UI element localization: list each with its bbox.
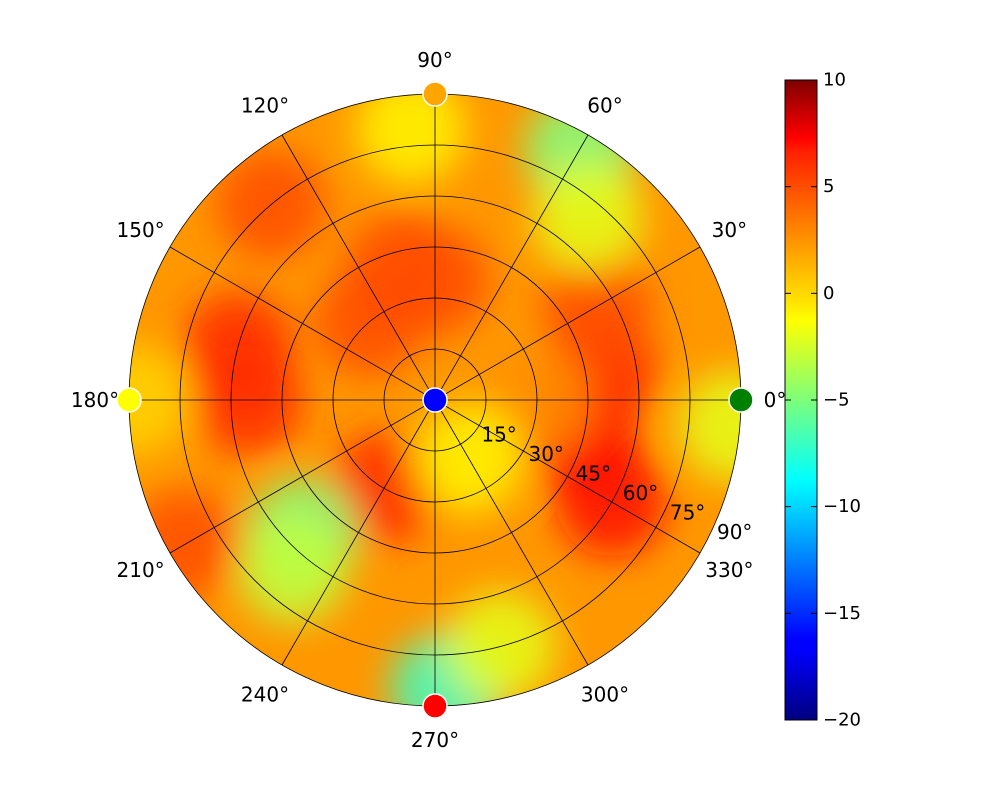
theta-tick-label: 240° (241, 682, 289, 706)
theta-tick-label: 90° (417, 48, 452, 72)
theta-grid-line (169, 399, 436, 554)
theta-tick-labels: 0° 30° 60° 90° 120° 150° 180° 210° 240° 270° 300° 3… (71, 48, 786, 752)
theta-grid-line (434, 134, 589, 401)
theta-tick-label: 180° (71, 388, 119, 412)
theta-tick-label: 60° (587, 94, 622, 118)
heat-region (678, 371, 741, 482)
colorbar-tick-label: 0 (823, 283, 834, 304)
radial-tick-label: 15° (481, 423, 516, 447)
theta-grid-line (434, 246, 701, 401)
theta-grid-line (434, 399, 589, 666)
position-marker (422, 81, 448, 107)
colorbar-tick-label: 5 (823, 176, 834, 197)
position-marker (422, 693, 448, 719)
theta-tick-label: 30° (712, 218, 747, 242)
radial-tick-label: 45° (576, 462, 611, 486)
heat-region (356, 94, 467, 184)
theta-grid-line (281, 134, 436, 401)
theta-tick-label: 120° (241, 94, 289, 118)
colorbar-tick-label: −5 (823, 390, 850, 411)
theta-grid-line (169, 246, 436, 401)
colorbar-tick-label: −20 (823, 710, 861, 731)
theta-tick-label: 330° (705, 558, 753, 582)
heat-region (237, 514, 348, 625)
colorbar-ticks: 10 5 0 −5 −10 −15 −20 (785, 70, 861, 731)
colorbar-tick-label: 10 (823, 70, 846, 91)
position-markers (116, 81, 754, 719)
theta-tick-label: 270° (411, 728, 459, 752)
theta-tick-label: 0° (764, 388, 787, 412)
theta-grid-line (434, 399, 701, 554)
colorbar: 10 5 0 −5 −10 −15 −20 (784, 70, 861, 731)
radial-tick-label: 90° (717, 520, 752, 544)
position-marker (422, 387, 448, 413)
heatmap-field (129, 94, 741, 706)
heat-region (533, 162, 643, 273)
radial-tick-label: 30° (528, 442, 563, 466)
position-marker (728, 387, 754, 413)
theta-tick-label: 210° (117, 558, 165, 582)
radial-tick-label: 60° (623, 481, 658, 505)
colorbar-tick-label: −10 (823, 496, 861, 517)
heat-regions (129, 94, 741, 706)
radial-tick-label: 75° (670, 501, 705, 525)
theta-grid-line (281, 399, 436, 666)
theta-tick-label: 150° (117, 218, 165, 242)
position-marker (116, 387, 142, 413)
colorbar-tick-label: −15 (823, 603, 861, 624)
radial-tick-labels: 15° 30° 45° 60° 75° 90° (481, 423, 752, 545)
theta-tick-label: 300° (581, 682, 629, 706)
